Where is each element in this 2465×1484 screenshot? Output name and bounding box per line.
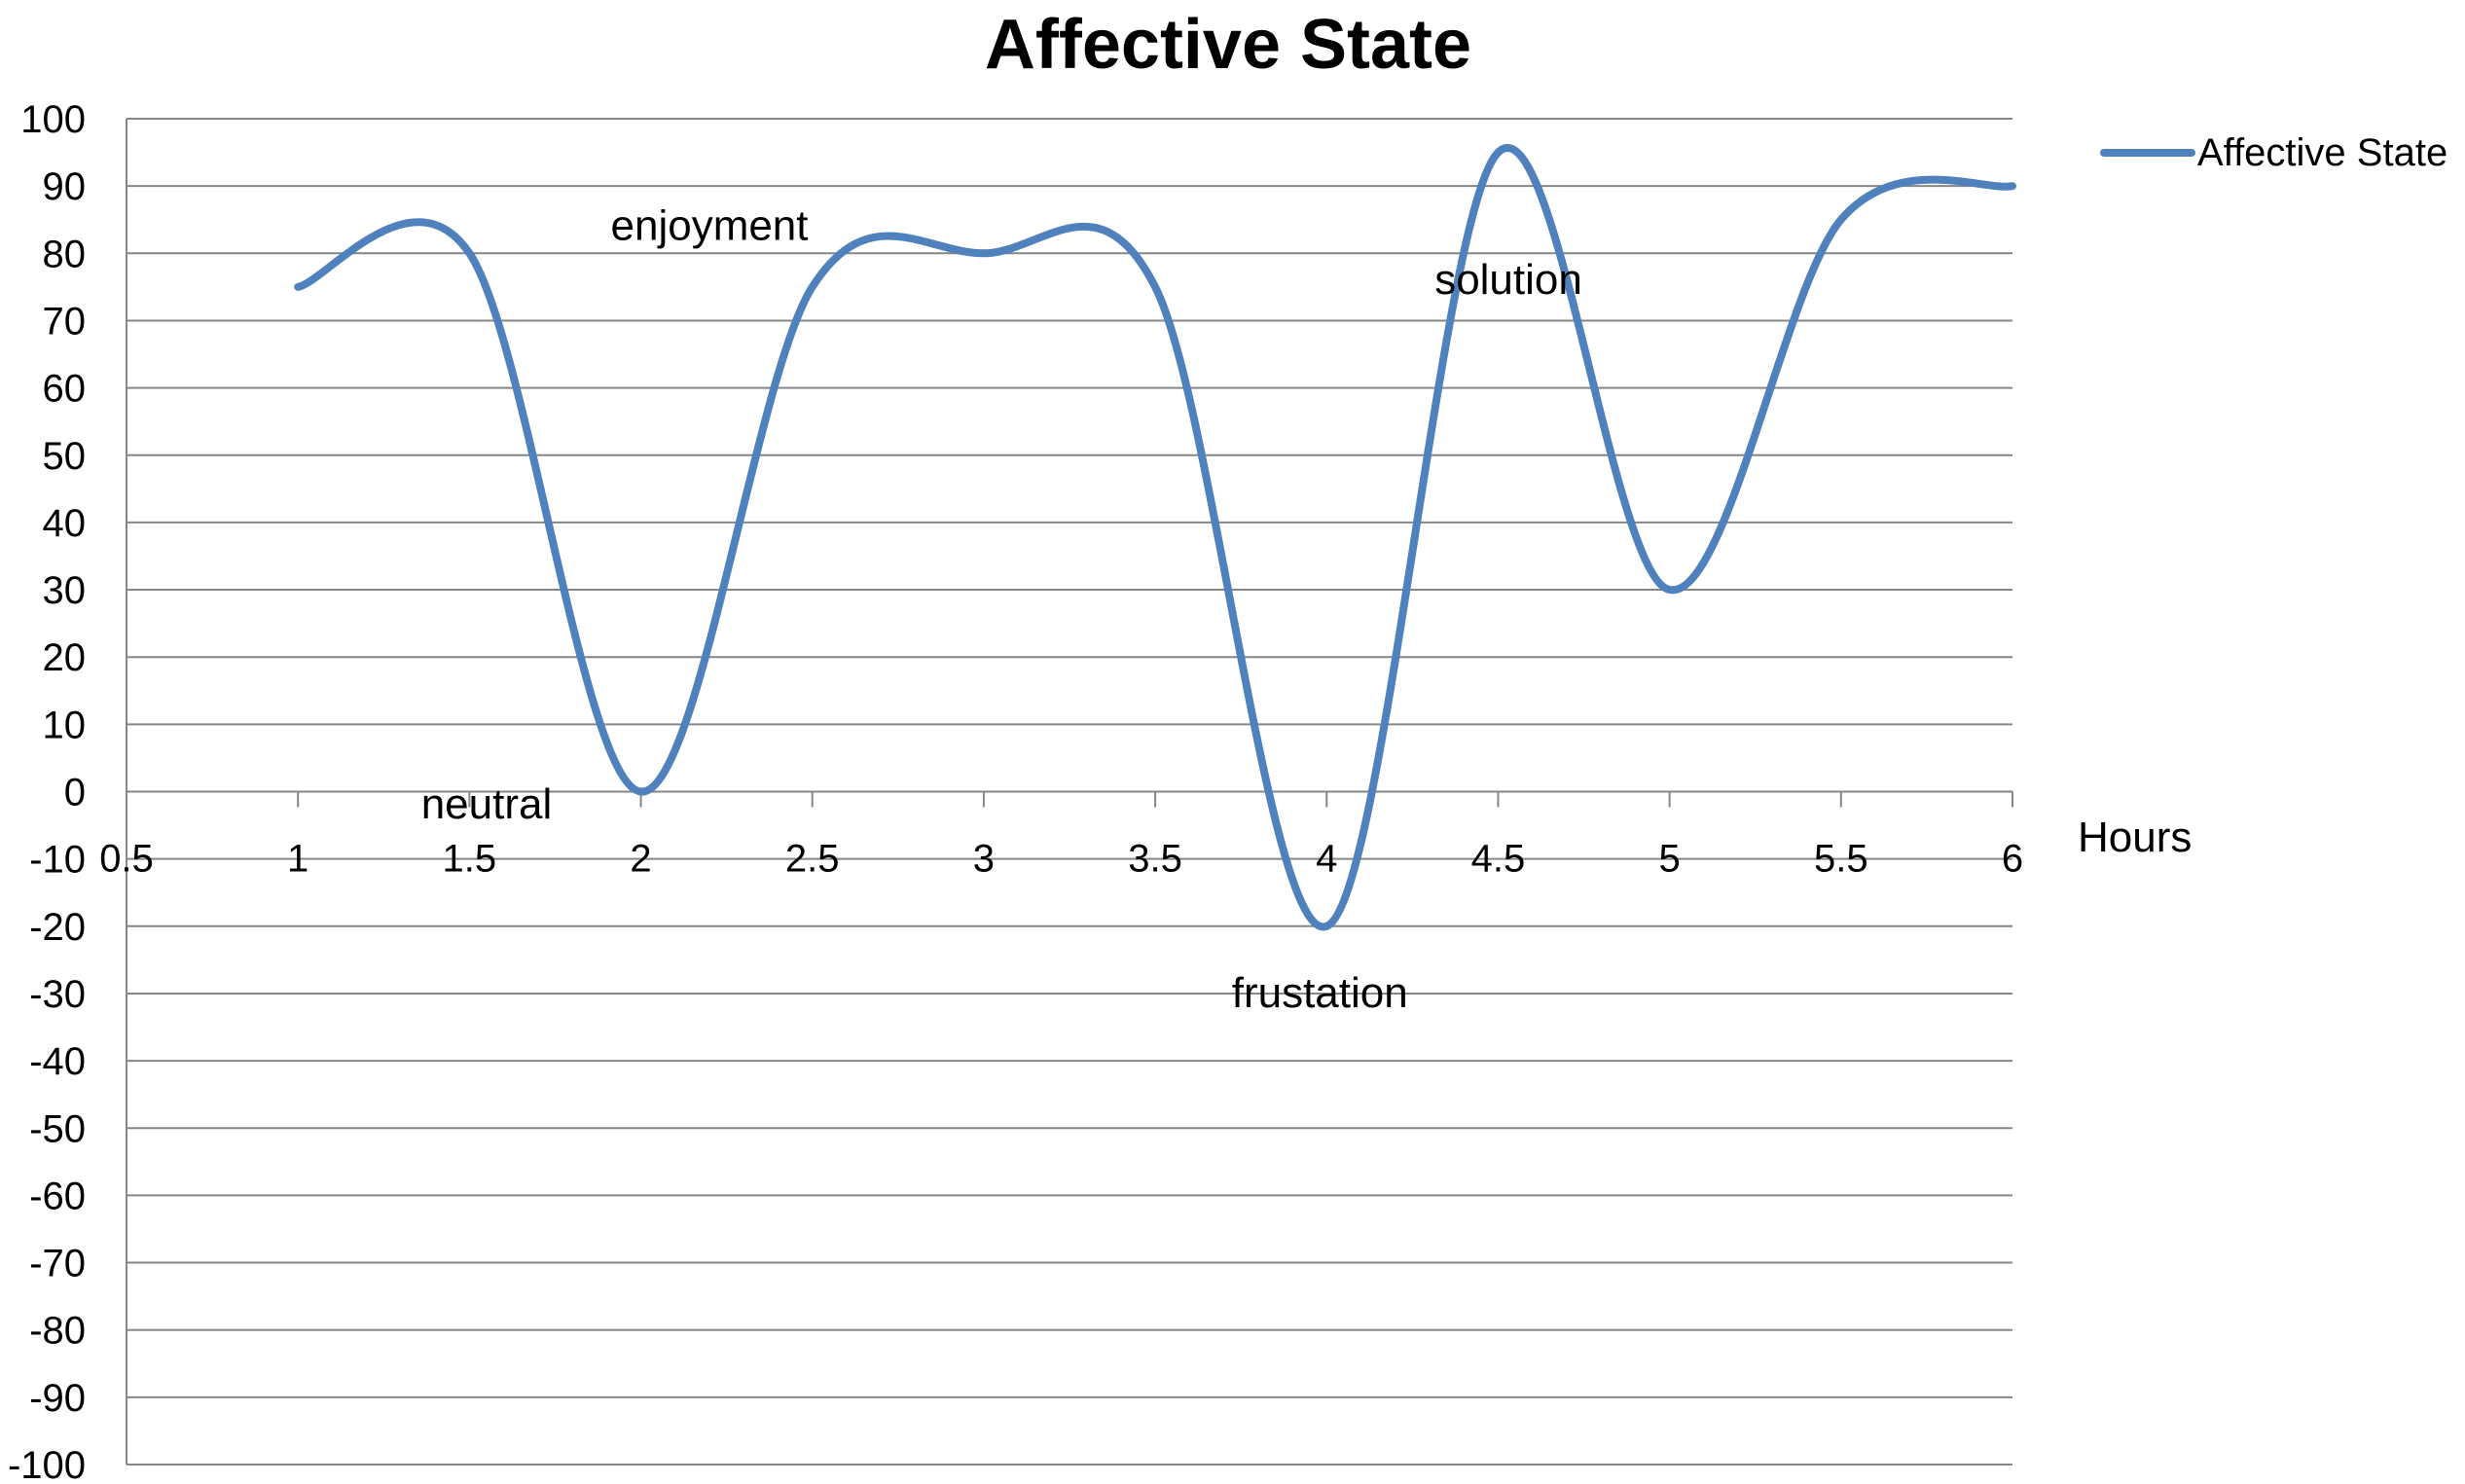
y-tick-label: -10 <box>29 839 86 882</box>
y-tick-label: 60 <box>43 368 87 411</box>
x-tick-label: 2.5 <box>785 838 840 881</box>
legend: Affective State <box>2100 131 2447 174</box>
series-line <box>294 144 2016 931</box>
y-tick-label: -40 <box>29 1040 86 1083</box>
x-tick-label: 0.5 <box>99 838 154 881</box>
y-tick-label: 30 <box>43 569 87 612</box>
data-point <box>812 286 814 288</box>
y-tick-label: 20 <box>43 636 87 679</box>
data-point <box>640 791 642 792</box>
y-tick-label: 80 <box>43 233 87 275</box>
annotation-label: enjoyment <box>611 201 809 249</box>
y-tick-label: -70 <box>29 1243 86 1285</box>
y-tick-label: -60 <box>29 1175 86 1217</box>
x-tick-label: 5.5 <box>1814 838 1868 881</box>
x-tick-label: 4.5 <box>1471 838 1526 881</box>
legend-label: Affective State <box>2197 131 2447 174</box>
data-point <box>1497 152 1499 154</box>
y-tick-label: -50 <box>29 1107 86 1150</box>
y-tick-label: 90 <box>43 165 87 208</box>
series-layer <box>294 144 2016 931</box>
y-tick-label: -30 <box>29 973 86 1016</box>
axes: 1009080706050403020100-10-20-30-40-50-60… <box>8 98 2023 1484</box>
y-tick-label: -100 <box>8 1444 86 1484</box>
y-tick-label: 50 <box>43 435 87 478</box>
x-tick-label: 2 <box>630 838 651 881</box>
data-point <box>1154 286 1156 288</box>
x-tick-label: 5 <box>1659 838 1681 881</box>
annotation-label: solution <box>1434 256 1582 304</box>
annotation-label: neutral <box>421 780 553 828</box>
data-point <box>1669 589 1671 591</box>
data-point <box>1325 925 1327 927</box>
data-point <box>468 252 470 254</box>
annotation-label: frustation <box>1232 969 1408 1017</box>
data-point <box>297 286 299 288</box>
y-tick-label: -20 <box>29 906 86 949</box>
y-tick-label: -90 <box>29 1377 86 1420</box>
chart-title: Affective State <box>985 6 1471 84</box>
annotations: neutral enjoyment solution frustation <box>421 201 1582 1016</box>
y-tick-label: 70 <box>43 300 87 343</box>
x-tick-label: 6 <box>2002 838 2023 881</box>
y-tick-label: -80 <box>29 1310 86 1353</box>
x-tick-label: 1 <box>287 838 308 881</box>
data-point <box>1840 219 1842 221</box>
x-tick-label: 1.5 <box>443 838 497 881</box>
x-tick-label: 3 <box>973 838 995 881</box>
x-tick-label: 3.5 <box>1128 838 1182 881</box>
x-tick-label: 4 <box>1316 838 1337 881</box>
x-axis-title: Hours <box>2078 814 2192 861</box>
y-tick-label: 40 <box>43 502 87 545</box>
y-tick-label: 10 <box>43 704 87 746</box>
y-tick-label: 0 <box>64 772 86 814</box>
y-tick-label: 100 <box>20 98 86 141</box>
data-point <box>983 252 985 254</box>
data-point <box>2012 185 2013 187</box>
